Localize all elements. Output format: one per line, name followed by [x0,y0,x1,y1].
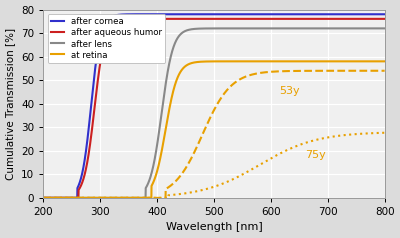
after lens [372,27,377,30]
after aqueous humor [382,17,387,20]
after cornea [58,196,63,199]
at retina [198,60,203,63]
after lens [310,27,314,30]
after lens [372,27,377,30]
Line: after cornea: after cornea [43,14,385,198]
after cornea [41,196,46,199]
Line: after aqueous humor: after aqueous humor [43,19,385,198]
after aqueous humor [372,17,377,20]
after aqueous humor [198,17,203,20]
at retina [372,60,377,63]
after lens [198,27,203,30]
at retina [41,196,46,199]
at retina [372,60,377,63]
after cornea [263,13,268,16]
Legend: after cornea, after aqueous humor, after lens, at retina: after cornea, after aqueous humor, after… [48,14,165,63]
Line: at retina: at retina [43,61,385,198]
Text: 75y: 75y [305,150,326,160]
after aqueous humor [41,196,46,199]
after lens [207,27,212,30]
at retina [58,196,63,199]
after aqueous humor [282,17,287,20]
after lens [41,196,46,199]
Line: after lens: after lens [43,28,385,198]
Text: 53y: 53y [279,86,300,96]
after aqueous humor [58,196,63,199]
after lens [382,27,387,30]
after cornea [198,13,203,16]
at retina [382,60,387,63]
at retina [310,60,314,63]
after cornea [372,13,377,16]
after aqueous humor [207,17,212,20]
after cornea [372,13,377,16]
X-axis label: Wavelength [nm]: Wavelength [nm] [166,223,262,233]
after cornea [382,13,387,16]
after cornea [207,13,212,16]
at retina [377,60,382,63]
after lens [368,27,373,30]
at retina [207,60,212,63]
Y-axis label: Cumulative Transmission [%]: Cumulative Transmission [%] [6,28,16,180]
after lens [58,196,63,199]
after aqueous humor [310,17,315,20]
after aqueous humor [372,17,377,20]
after cornea [310,13,315,16]
